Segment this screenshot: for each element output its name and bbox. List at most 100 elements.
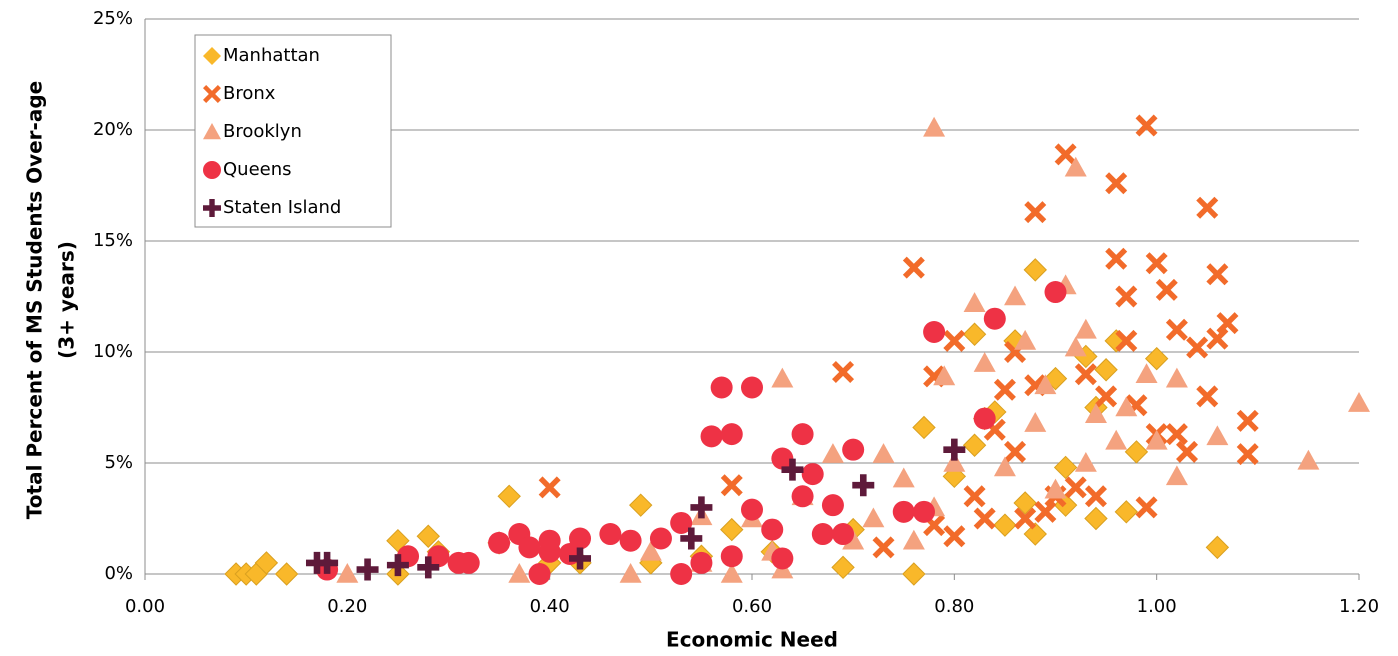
point	[902, 256, 925, 279]
point	[771, 547, 794, 570]
point	[801, 463, 824, 486]
point	[1084, 506, 1108, 531]
point	[821, 494, 844, 517]
point	[892, 500, 915, 523]
legend-label: Bronx	[223, 83, 276, 104]
point	[1024, 201, 1047, 224]
point	[619, 529, 642, 552]
point	[1004, 285, 1027, 306]
point	[832, 360, 855, 383]
point	[1165, 367, 1188, 388]
point	[1105, 172, 1128, 195]
x-axis-title: Economic Need	[666, 628, 838, 652]
point	[1054, 143, 1077, 166]
point	[771, 447, 794, 470]
point	[1196, 385, 1219, 408]
point	[1084, 403, 1107, 423]
point	[1014, 329, 1037, 350]
point	[912, 500, 935, 523]
point	[943, 452, 966, 472]
point	[569, 527, 592, 550]
point	[832, 523, 855, 546]
point	[1064, 476, 1087, 499]
point	[1144, 346, 1169, 371]
point	[761, 518, 784, 541]
y-tick-label: 5%	[104, 452, 133, 473]
point	[488, 531, 511, 554]
point	[1135, 114, 1158, 137]
point	[1205, 535, 1230, 560]
point	[791, 485, 814, 508]
point	[538, 476, 561, 499]
y-axis-title: (3+ years)	[55, 241, 79, 359]
x-tick-label: 0.40	[530, 596, 570, 617]
y-tick-label: 0%	[104, 563, 133, 584]
legend-marker	[203, 123, 221, 140]
point	[690, 551, 713, 574]
point	[1348, 392, 1370, 412]
point	[892, 467, 915, 488]
point	[316, 551, 339, 574]
point	[720, 423, 743, 446]
y-tick-label: 10%	[93, 341, 133, 362]
legend-label: Staten Island	[223, 197, 341, 218]
point	[417, 556, 440, 579]
point	[872, 443, 895, 463]
point	[1145, 429, 1168, 450]
point	[902, 529, 925, 550]
point	[720, 474, 743, 497]
point	[741, 498, 763, 521]
x-tick-label: 0.80	[934, 596, 974, 617]
point	[680, 527, 703, 550]
y-tick-label: 15%	[93, 230, 133, 251]
legend-label: Manhattan	[223, 45, 320, 66]
point	[629, 493, 653, 517]
point	[1206, 327, 1229, 350]
point	[943, 438, 966, 461]
point	[1206, 425, 1229, 446]
point	[1124, 440, 1149, 464]
y-tick-label: 20%	[93, 119, 133, 140]
point	[397, 545, 420, 568]
point	[1236, 443, 1259, 466]
point	[1115, 329, 1138, 352]
point	[741, 376, 763, 399]
point	[1206, 263, 1229, 286]
legend-marker	[203, 47, 221, 65]
point	[933, 365, 956, 386]
point	[771, 367, 794, 388]
point	[274, 562, 299, 586]
point	[690, 496, 713, 519]
point	[791, 423, 814, 446]
point	[842, 438, 865, 461]
x-tick-label: 0.60	[732, 596, 772, 617]
point	[963, 292, 986, 312]
point	[427, 545, 450, 568]
point	[1084, 485, 1107, 508]
point	[1105, 429, 1128, 450]
point	[962, 433, 987, 457]
point	[852, 474, 875, 497]
point	[973, 507, 996, 530]
point	[1064, 336, 1087, 357]
legend-marker	[203, 161, 221, 179]
point	[599, 523, 622, 546]
point	[386, 554, 409, 577]
point	[1135, 363, 1158, 383]
point	[619, 563, 642, 583]
point	[1186, 336, 1209, 359]
point	[943, 329, 966, 352]
point	[1074, 318, 1097, 339]
x-tick-label: 0.20	[327, 596, 367, 617]
point	[710, 376, 733, 399]
point	[1145, 252, 1168, 275]
point	[1155, 278, 1178, 301]
point	[1044, 281, 1067, 304]
point	[963, 485, 986, 508]
point	[639, 540, 662, 561]
legend: Manhattan Bronx Brooklyn Queens Staten Islan…	[194, 34, 392, 228]
point	[1216, 312, 1239, 335]
point	[993, 513, 1017, 537]
point	[700, 425, 723, 448]
